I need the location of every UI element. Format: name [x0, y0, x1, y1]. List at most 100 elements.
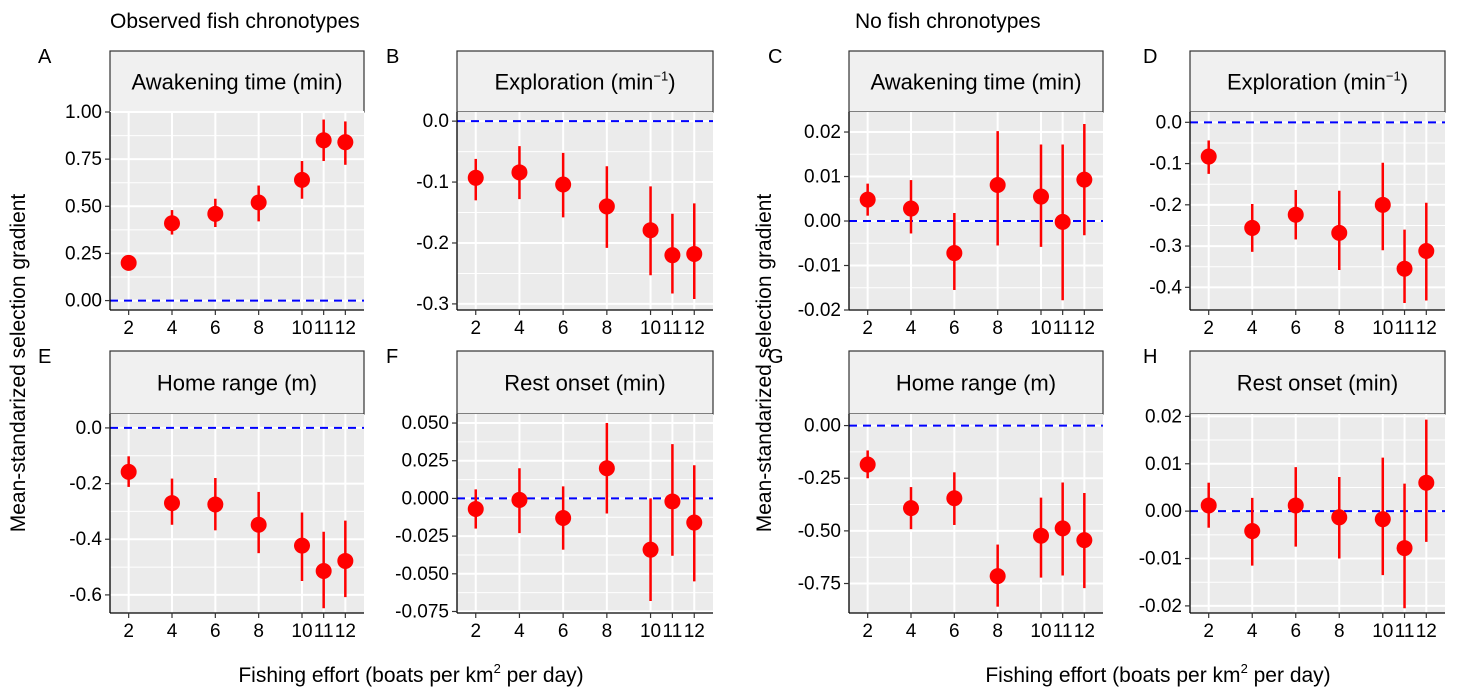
y-tick-label: 0.25: [65, 243, 102, 264]
y-tick-label: -0.1: [1149, 154, 1182, 175]
data-point: [1200, 148, 1217, 165]
x-tick-label: 11: [314, 621, 334, 642]
data-point: [1287, 206, 1304, 223]
plot-background: [457, 112, 713, 310]
data-point: [467, 169, 484, 186]
panel-letter: D: [1143, 46, 1157, 68]
y-tick-label: 0.00: [1145, 501, 1182, 522]
strip-background: [848, 50, 1104, 113]
data-point: [315, 562, 332, 579]
data-point: [989, 176, 1006, 193]
y-tick-label: 1.00: [65, 102, 102, 123]
data-point: [859, 191, 876, 208]
strip-background: [456, 350, 714, 415]
panel-g: G Home range (m) -0.75 -0.50 -0.25 0.00 2 4 6 8 10…: [768, 346, 1104, 642]
strip-title: Exploration (min−1): [1227, 69, 1408, 95]
data-point: [555, 176, 572, 193]
data-point: [120, 254, 137, 271]
data-point: [1033, 188, 1049, 205]
data-point: [164, 495, 180, 512]
strip-title: Exploration (min−1): [494, 69, 675, 95]
x-tick-label: 4: [167, 621, 178, 642]
data-point: [686, 245, 703, 262]
data-point: [642, 222, 659, 239]
y-tick-label: 0.0: [423, 111, 449, 132]
x-tick-label: 6: [1290, 318, 1301, 339]
data-point: [467, 500, 484, 517]
x-tick-label: 8: [253, 621, 264, 642]
y-tick-label: -0.2: [69, 474, 102, 495]
x-tick-label: 12: [1074, 318, 1095, 339]
strip-title: Rest onset (min): [1237, 371, 1398, 396]
x-tick-label: 12: [1074, 621, 1095, 642]
y-tick-label: -0.4: [69, 529, 102, 550]
x-tick-label: 6: [949, 621, 960, 642]
y-tick-label: -0.3: [416, 294, 449, 315]
y-tick-label: 0.50: [65, 196, 102, 217]
data-point: [511, 491, 528, 508]
strip-background: [1189, 350, 1446, 415]
x-tick-label: 12: [1416, 318, 1437, 339]
y-tick-label: -0.3: [1149, 236, 1182, 257]
data-point: [1244, 523, 1261, 540]
panel-a: A Awakening time (min) 0.00 0.25 0.50 0.75 1.0…: [38, 46, 365, 339]
panel-e: E Home range (m) -0.6 -0.4 -0.2 0.0 2 4 6 8 10 11 12: [38, 346, 365, 642]
x-tick-label: 6: [558, 621, 569, 642]
x-tick-label: 6: [558, 318, 569, 339]
data-point: [250, 194, 267, 211]
x-axis-title-right: Fishing effort (boats per km2 per day): [985, 661, 1330, 687]
panel-c: C Awakening time (min) -0.02 -0.01 0.00 0.01 0…: [768, 46, 1104, 339]
strip-background: [1189, 50, 1446, 113]
x-tick-label: 2: [1203, 621, 1214, 642]
strip-background: [109, 350, 365, 415]
plot-background: [110, 414, 364, 613]
y-tick-label: 0.0: [76, 418, 102, 439]
data-point: [946, 245, 963, 262]
x-tick-label: 4: [1247, 318, 1258, 339]
x-tick-label: 8: [602, 318, 613, 339]
x-tick-label: 10: [291, 621, 312, 642]
x-tick-label: 10: [1372, 621, 1393, 642]
y-tick-label: -0.75: [798, 574, 841, 595]
panel-letter: G: [768, 346, 784, 368]
data-point: [294, 171, 310, 188]
y-axis-title-right: Mean-standarized selection gradient: [753, 194, 776, 533]
strip-title: Home range (m): [157, 371, 317, 396]
panel-h: H Rest onset (min) -0.02 -0.01 0.00 0.01 0.02 2…: [1139, 346, 1446, 642]
x-tick-label: 4: [167, 318, 178, 339]
y-tick-label: -0.2: [1149, 195, 1182, 216]
x-tick-label: 8: [992, 318, 1003, 339]
strip-title: Rest onset (min): [504, 371, 665, 396]
x-tick-label: 8: [602, 621, 613, 642]
data-point: [1033, 527, 1049, 544]
x-tick-label: 10: [1030, 621, 1051, 642]
y-tick-label: 0.00: [804, 211, 841, 232]
data-point: [1054, 213, 1071, 230]
x-tick-label: 4: [906, 621, 917, 642]
data-point: [642, 541, 659, 558]
x-tick-label: 4: [906, 318, 917, 339]
y-tick-label: 0.01: [804, 167, 841, 188]
data-point: [1331, 509, 1348, 526]
plot-background: [1190, 112, 1445, 310]
x-tick-label: 8: [1334, 318, 1345, 339]
data-point: [1396, 540, 1413, 557]
x-tick-label: 10: [640, 318, 661, 339]
data-point: [1418, 474, 1435, 491]
data-point: [1244, 219, 1261, 236]
x-tick-label: 4: [514, 621, 525, 642]
y-tick-label: -0.50: [798, 521, 841, 542]
data-point: [1200, 497, 1217, 514]
x-tick-label: 12: [335, 318, 356, 339]
strip-background: [109, 50, 365, 113]
strip-background: [456, 50, 714, 113]
data-point: [1054, 520, 1071, 537]
x-tick-label: 11: [1395, 621, 1415, 642]
x-tick-label: 4: [1247, 621, 1258, 642]
plot-background: [849, 112, 1103, 310]
group-title-observed: Observed fish chronotypes: [110, 10, 360, 33]
data-point: [946, 490, 963, 507]
x-tick-label: 6: [210, 621, 221, 642]
y-tick-label: -0.01: [798, 256, 841, 277]
x-tick-label: 6: [949, 318, 960, 339]
